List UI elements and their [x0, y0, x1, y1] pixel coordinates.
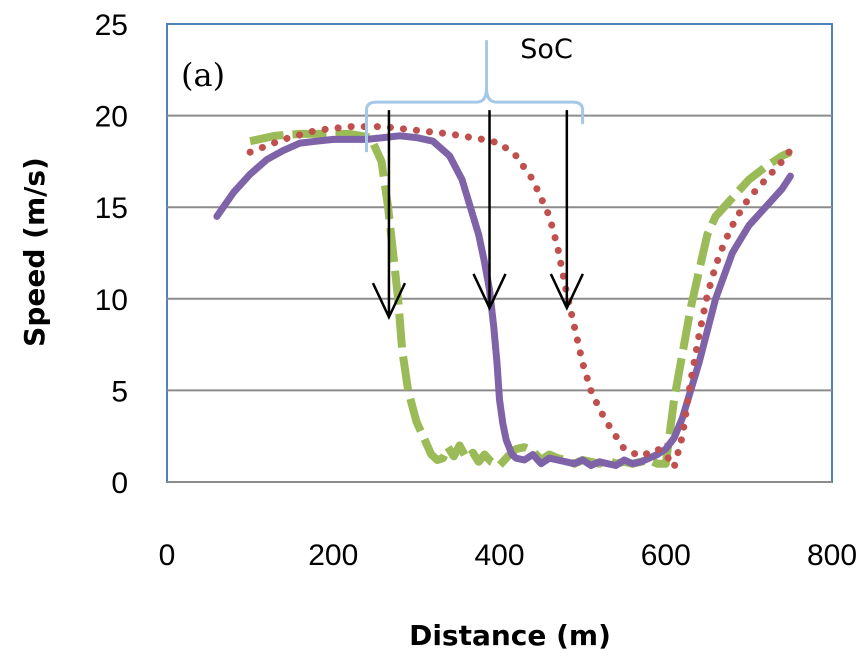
series-line-dashed [249, 129, 793, 470]
y-tick-label-10: 10 [95, 284, 128, 317]
x-tick-label-400: 400 [474, 539, 524, 572]
y-tick-labels: 0 5 10 15 20 25 [95, 9, 128, 500]
x-tick-label-600: 600 [641, 539, 691, 572]
series-group [213, 123, 794, 471]
x-tick-label-0: 0 [159, 539, 176, 572]
y-tick-label-20: 20 [95, 101, 128, 134]
grid-lines [167, 114, 832, 483]
y-tick-label-0: 0 [111, 467, 128, 500]
soc-label: SoC [520, 34, 573, 65]
y-tick-label-5: 5 [111, 375, 128, 408]
y-tick-label-15: 15 [95, 192, 128, 225]
x-tick-label-200: 200 [308, 539, 358, 572]
soc-arrow-2 [472, 110, 507, 311]
y-axis-title: Speed (m/s) [18, 157, 51, 347]
x-tick-labels: 0 200 400 600 800 [159, 539, 857, 572]
y-tick-label-25: 25 [95, 9, 128, 42]
x-axis-title: Distance (m) [409, 619, 611, 652]
soc-arrow-3 [549, 110, 584, 311]
annotation-group: SoC [365, 34, 585, 321]
series-line-solid [213, 132, 794, 469]
panel-label: (a) [181, 56, 225, 94]
soc-arrow-1 [371, 110, 407, 321]
soc-brace [365, 40, 585, 153]
series-line-dotted [246, 123, 794, 471]
x-tick-label-800: 800 [807, 539, 857, 572]
